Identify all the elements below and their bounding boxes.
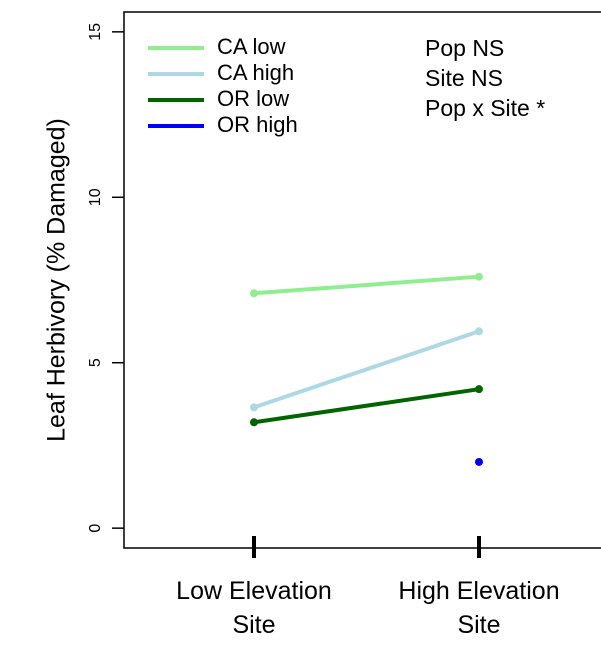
data-point: [250, 418, 258, 427]
series-line: [253, 329, 480, 410]
legend-label: CA high: [217, 60, 294, 85]
x-tick-label-box: High Elevation Site: [398, 577, 560, 639]
legend-label: OR high: [217, 112, 298, 137]
legend-label: OR low: [217, 86, 289, 111]
annotation: Pop x Site *: [425, 95, 545, 121]
data-point: [475, 272, 483, 281]
y-tick-label: 10: [87, 188, 104, 206]
series-line: [253, 387, 480, 425]
annotation: Site NS: [425, 65, 503, 91]
annotation: Pop NS: [425, 35, 504, 61]
data-point: [475, 385, 483, 394]
legend-label: CA low: [217, 34, 286, 59]
y-tick-label: 0: [87, 524, 104, 533]
y-tick-label: 15: [87, 23, 104, 41]
y-tick-label: 5: [87, 358, 104, 367]
data-point: [475, 327, 483, 336]
data-point: [250, 289, 258, 298]
series-line: [253, 274, 480, 296]
data-point: [475, 457, 483, 466]
plot-frame: [123, 11, 601, 549]
x-tick-label: Low Elevation Site: [176, 577, 332, 639]
y-axis-label: Leaf Herbivory (% Damaged): [43, 118, 71, 442]
x-tick-label: High Elevation Site: [398, 577, 560, 639]
x-tick-label-box: Low Elevation Site: [176, 577, 332, 639]
data-point: [250, 403, 258, 412]
